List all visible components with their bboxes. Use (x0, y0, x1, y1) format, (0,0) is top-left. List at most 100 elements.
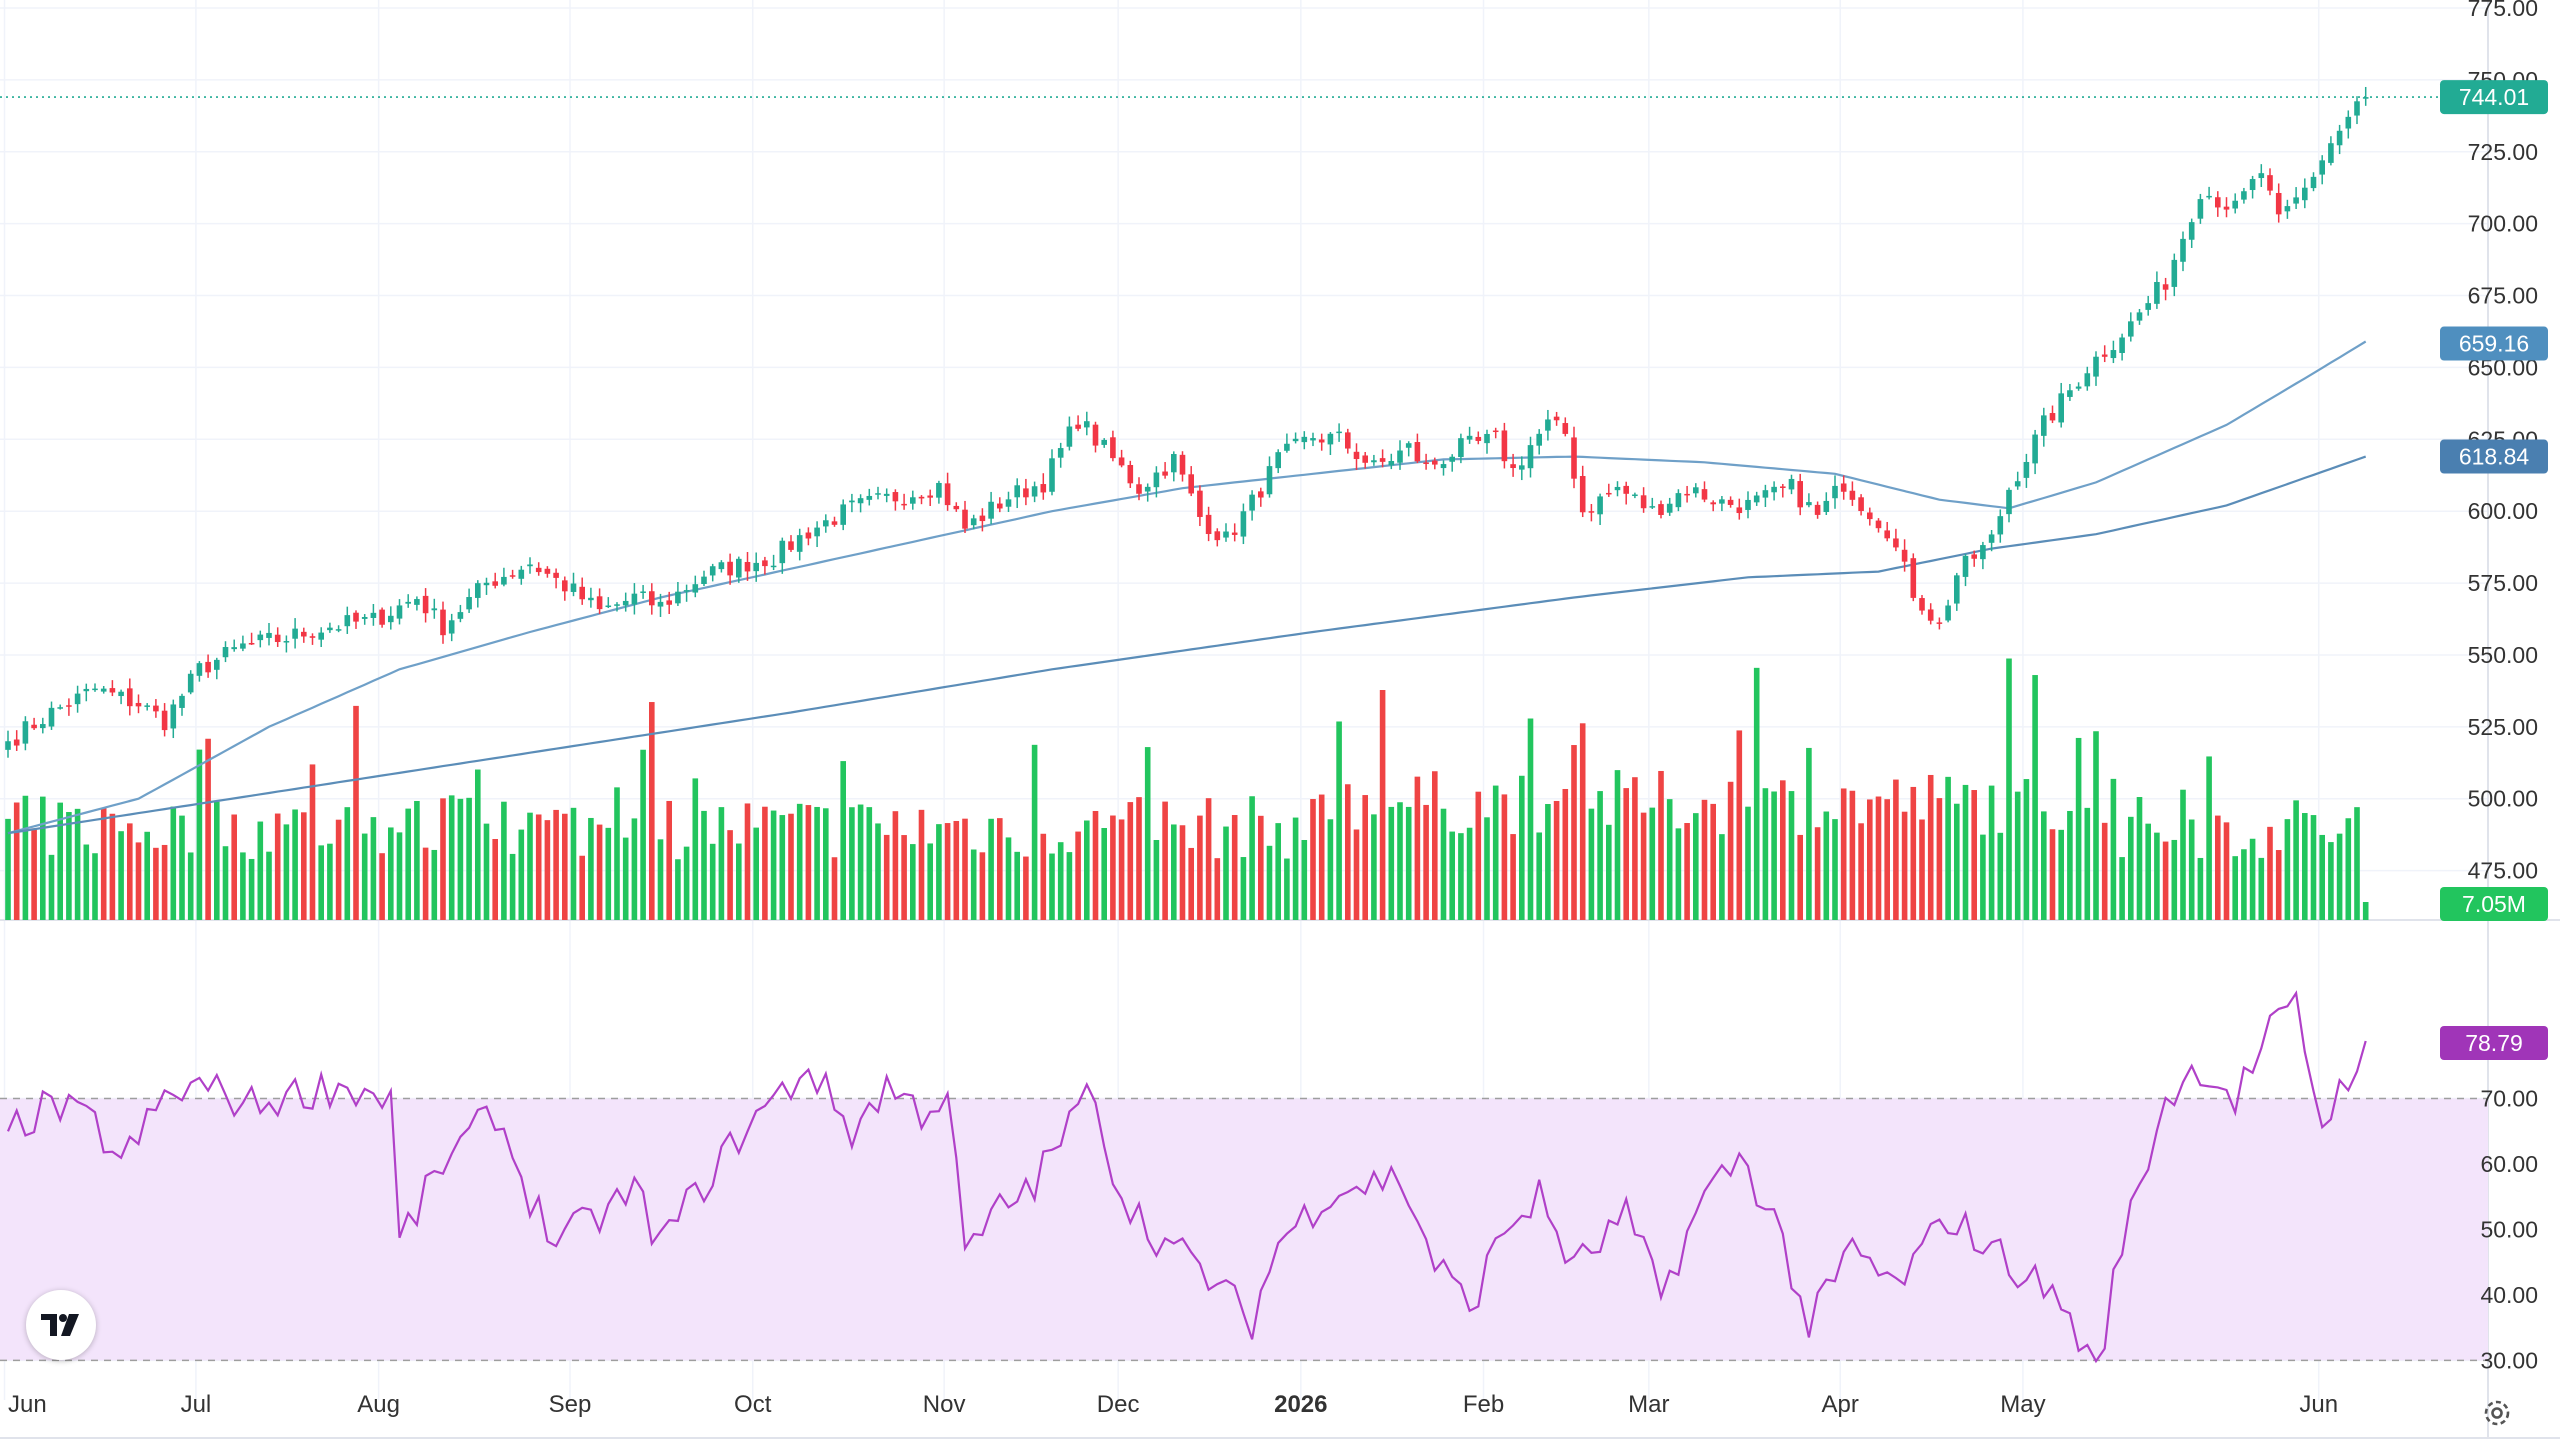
volume-bar (1449, 831, 1455, 920)
candlestick (1379, 449, 1386, 468)
axes: 775.00750.00725.00700.00675.00650.00625.… (8, 0, 2538, 1418)
volume-bar (2101, 822, 2108, 920)
volume-bar (1797, 834, 1803, 920)
candlestick (1858, 494, 1864, 516)
rsi-axis-tick-label: 40.00 (2480, 1282, 2538, 1308)
candlestick (2006, 487, 2012, 523)
volume-bar (161, 844, 168, 920)
volume-bar (997, 818, 1003, 920)
candlestick (153, 699, 159, 718)
volume-bar (2345, 818, 2352, 920)
candlestick (875, 486, 881, 500)
candlestick (74, 685, 81, 713)
moving-average-fast-line (7, 340, 2367, 835)
volume-bar (1858, 823, 1864, 920)
candlestick (831, 516, 838, 527)
candlestick (344, 606, 351, 634)
volume-bar (1040, 833, 1047, 920)
volume-bar (2128, 816, 2134, 920)
volume-bar (1623, 788, 1629, 920)
volume-bar (2267, 826, 2273, 920)
volume-bar (2310, 815, 2317, 920)
candlestick (170, 699, 177, 739)
volume-bar (2162, 841, 2169, 920)
volume-bar (2145, 823, 2151, 920)
time-axis-label: Aug (357, 1391, 400, 1418)
rsi-axis-tick-label: 60.00 (2480, 1151, 2538, 1177)
price-axis-tick-label: 700.00 (2468, 211, 2538, 237)
candlestick (2241, 187, 2247, 204)
volume-bar (1397, 802, 1403, 920)
volume-bar (692, 778, 699, 920)
volume-bar (1414, 776, 1421, 920)
tradingview-logo[interactable] (26, 1290, 96, 1360)
candlestick (1214, 528, 1221, 547)
svg-text:7.05M: 7.05M (2462, 891, 2526, 917)
candlestick (1301, 431, 1308, 450)
volume-bar (2258, 857, 2265, 920)
volume-bar (1023, 856, 1029, 920)
volume-bar (527, 812, 533, 920)
volume-bar (1840, 788, 1847, 920)
candlestick (2206, 186, 2212, 200)
volume-bar (118, 831, 124, 920)
volume-bar (1205, 798, 1212, 920)
candlestick (1666, 497, 1673, 516)
volume-bar (1258, 815, 1264, 920)
volume-bar (1780, 780, 1786, 920)
volume-bar (1405, 806, 1412, 920)
candlestick (100, 685, 107, 694)
volume-bar (327, 843, 333, 920)
volume-bar (1771, 791, 1777, 920)
candlestick (2215, 191, 2221, 217)
candlestick (1762, 484, 1769, 507)
volume-bar (866, 807, 873, 920)
candlestick (1171, 451, 1177, 482)
volume-bar (1832, 819, 1838, 920)
volume-bar (388, 827, 394, 920)
candlestick (370, 604, 377, 626)
volume-bar (1292, 817, 1299, 920)
volume-bar (970, 849, 977, 920)
volume-bar (1693, 813, 1699, 920)
candlestick (2258, 164, 2265, 188)
price-axis-tick-label: 500.00 (2468, 786, 2538, 812)
candlestick (1310, 432, 1316, 447)
volume-bar (1553, 800, 1560, 920)
volume-bar (1701, 799, 1708, 920)
candlestick (1675, 489, 1682, 512)
volume-bar (2362, 902, 2369, 920)
volume-bar (1162, 801, 1168, 920)
value-badges: 744.01 659.16 618.84 7.05M 78.79 (2440, 80, 2548, 1061)
candlestick (2336, 124, 2343, 155)
candlestick (2293, 187, 2299, 210)
volume-bar (1971, 790, 1977, 920)
candlestick (2067, 384, 2073, 401)
volume-bar (953, 820, 960, 920)
volume-bar (1614, 770, 1621, 920)
candlestick (953, 502, 960, 512)
volume-bar (1649, 807, 1656, 920)
candlestick (527, 557, 533, 574)
volume-bar (1666, 799, 1673, 920)
volume-bar (927, 843, 933, 920)
candlestick (1327, 431, 1334, 456)
candlestick (1693, 483, 1699, 498)
candlestick (1980, 541, 1986, 570)
candlestick (1318, 433, 1325, 451)
candlestick (248, 632, 255, 645)
candlestick (1023, 478, 1029, 506)
volume-bar (292, 809, 298, 920)
ma-fast-badge: 659.16 (2440, 326, 2548, 361)
candlestick (970, 514, 977, 530)
volume-bar (614, 787, 620, 920)
gear-icon[interactable] (2478, 1394, 2516, 1432)
candlestick (770, 554, 777, 571)
volume-bar (666, 800, 672, 920)
candlestick (301, 627, 307, 643)
candlestick (2302, 178, 2308, 209)
candlestick (1057, 442, 1064, 468)
volume-bar (988, 818, 994, 920)
